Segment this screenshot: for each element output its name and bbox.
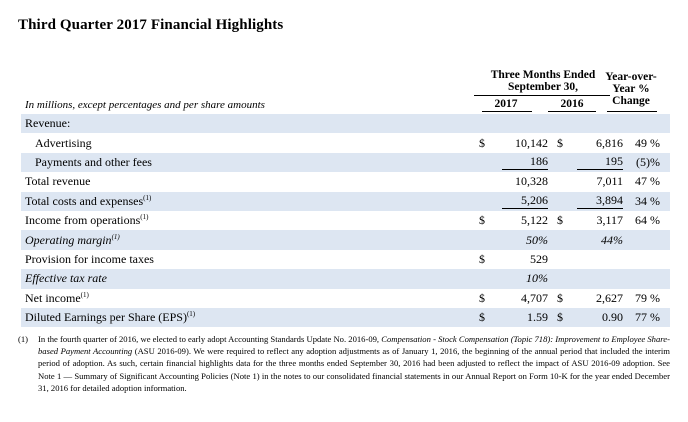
row-label: Income from operations(1) xyxy=(25,213,149,228)
table-row: Effective tax rate 10% xyxy=(21,269,670,289)
yoy-change-header: Year-over- Year % Change xyxy=(600,71,662,107)
table-row: Operating margin(1) 50% 44% xyxy=(21,230,670,250)
year-2016-rule xyxy=(548,111,596,112)
value-2016: 3,117 xyxy=(596,213,623,228)
period-header: Three Months Ended September 30, xyxy=(474,69,612,93)
yoy-change: 64 % xyxy=(635,213,660,228)
year-2017-header: 2017 xyxy=(494,98,518,110)
row-label: Revenue: xyxy=(21,114,479,134)
value-2016: 2,627 xyxy=(596,290,623,305)
table-row: Total costs and expenses(1) 5,206 3,894 … xyxy=(21,191,670,211)
table-row: Income from operations(1) $ 5,122 $ 3,11… xyxy=(21,211,670,230)
row-label: Payments and other fees xyxy=(21,152,479,173)
table-row: Total revenue 10,328 7,011 47 % xyxy=(21,172,670,191)
yoy-change: 49 % xyxy=(635,135,660,150)
value-2017: 50% xyxy=(493,230,557,250)
period-header-line2: September 30, xyxy=(507,81,579,93)
row-label: Total costs and expenses(1) xyxy=(21,191,479,211)
yoy-change: (5)% xyxy=(633,152,670,173)
value-2016: 6,816 xyxy=(596,135,623,150)
row-label: Total revenue xyxy=(25,174,91,189)
row-label: Advertising xyxy=(35,135,92,150)
table-row: Revenue: xyxy=(21,114,670,134)
value-2017: 1.59 xyxy=(493,307,557,328)
value-2016: 7,011 xyxy=(596,174,623,189)
value-2017: 5,206 xyxy=(502,193,548,210)
value-2017: 529 xyxy=(530,251,548,266)
value-2016: 44% xyxy=(571,230,633,250)
row-label: Provision for income taxes xyxy=(25,251,154,266)
yoy-change: 79 % xyxy=(635,290,660,305)
row-label: Diluted Earnings per Share (EPS)(1) xyxy=(21,307,479,328)
footnote: (1) In the fourth quarter of 2016, we el… xyxy=(18,333,670,394)
yoy-header-line2: Year % xyxy=(612,83,650,95)
value-2016: 0.90 xyxy=(571,307,633,328)
value-2017: 4,707 xyxy=(521,290,548,305)
row-label: Effective tax rate xyxy=(21,269,479,289)
value-2017: 10,328 xyxy=(515,174,548,189)
value-2017: 10,142 xyxy=(515,135,548,150)
value-2017: 186 xyxy=(502,154,548,171)
row-label: Net income(1) xyxy=(25,290,89,305)
table-row: Provision for income taxes $ 529 xyxy=(21,250,670,269)
value-2017: 5,122 xyxy=(521,213,548,228)
year-2017-rule xyxy=(482,111,532,112)
financial-table: Revenue: Advertising $ 10,142 $ 6,816 49… xyxy=(21,114,670,328)
table-row: Advertising $ 10,142 $ 6,816 49 % xyxy=(21,133,670,152)
footnote-text: In the fourth quarter of 2016, we electe… xyxy=(38,334,670,393)
yoy-rule xyxy=(607,111,657,112)
period-header-rule xyxy=(474,95,610,96)
yoy-header-line3: Change xyxy=(612,95,650,107)
value-2016: 3,894 xyxy=(577,193,623,210)
period-header-line1: Three Months Ended xyxy=(490,69,596,81)
value-2017: 10% xyxy=(493,269,557,289)
footnote-number: (1) xyxy=(18,334,29,344)
year-2016-header: 2016 xyxy=(560,98,584,110)
value-2016: 195 xyxy=(577,154,623,171)
yoy-change: 34 % xyxy=(633,191,670,211)
yoy-change: 47 % xyxy=(635,174,660,189)
yoy-change: 77 % xyxy=(633,307,670,328)
table-row: Diluted Earnings per Share (EPS)(1) $ 1.… xyxy=(21,307,670,328)
table-row: Net income(1) $ 4,707 $ 2,627 79 % xyxy=(21,289,670,308)
table-row: Payments and other fees 186 195 (5)% xyxy=(21,152,670,173)
row-label: Operating margin(1) xyxy=(21,230,479,250)
units-note: In millions, except percentages and per … xyxy=(25,99,265,111)
yoy-header-line1: Year-over- xyxy=(605,71,657,83)
page-title: Third Quarter 2017 Financial Highlights xyxy=(18,17,284,33)
